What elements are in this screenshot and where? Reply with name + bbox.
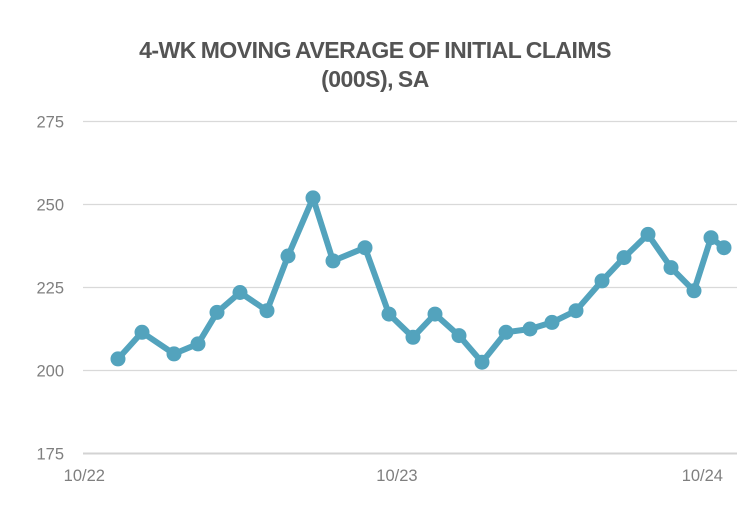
y-tick-label: 275 bbox=[36, 114, 64, 132]
y-tick-label: 225 bbox=[36, 280, 64, 298]
chart-title: 4-WK MOVING AVERAGE OF INITIAL CLAIMS (0… bbox=[0, 36, 750, 95]
y-tick-label: 200 bbox=[36, 363, 64, 381]
data-point-marker bbox=[663, 260, 679, 276]
data-point-marker bbox=[405, 329, 421, 345]
data-point-marker bbox=[134, 324, 150, 340]
x-tick-label: 10/23 bbox=[376, 467, 417, 485]
x-tick-label: 10/22 bbox=[64, 467, 105, 485]
data-point-marker bbox=[357, 240, 373, 256]
data-point-marker bbox=[498, 324, 514, 340]
data-point-marker bbox=[451, 328, 467, 344]
data-point-marker bbox=[325, 253, 341, 269]
data-point-marker bbox=[640, 226, 656, 242]
y-tick-label: 250 bbox=[36, 197, 64, 215]
data-point-marker bbox=[616, 250, 632, 266]
x-tick-label: 10/24 bbox=[682, 467, 723, 485]
data-point-marker bbox=[716, 240, 732, 256]
data-point-marker bbox=[594, 273, 610, 289]
data-point-marker bbox=[259, 303, 275, 319]
chart-title-line-2: (000S), SA bbox=[321, 66, 429, 93]
data-point-marker bbox=[110, 351, 126, 367]
data-point-marker bbox=[544, 314, 560, 330]
data-point-marker bbox=[209, 304, 225, 320]
data-point-marker bbox=[190, 336, 206, 352]
data-point-marker bbox=[568, 303, 584, 319]
data-point-marker bbox=[305, 190, 321, 206]
data-point-marker bbox=[280, 248, 296, 264]
data-point-marker bbox=[427, 306, 443, 322]
data-point-marker bbox=[703, 230, 719, 246]
data-point-marker bbox=[166, 346, 182, 362]
chart-title-line-1: 4-WK MOVING AVERAGE OF INITIAL CLAIMS bbox=[139, 37, 611, 63]
y-tick-label: 175 bbox=[36, 446, 64, 464]
data-point-marker bbox=[474, 354, 490, 370]
data-point-marker bbox=[686, 283, 702, 299]
data-point-marker bbox=[232, 285, 248, 300]
data-point-marker bbox=[381, 306, 397, 322]
series-line bbox=[115, 194, 727, 366]
data-point-marker bbox=[522, 321, 538, 337]
